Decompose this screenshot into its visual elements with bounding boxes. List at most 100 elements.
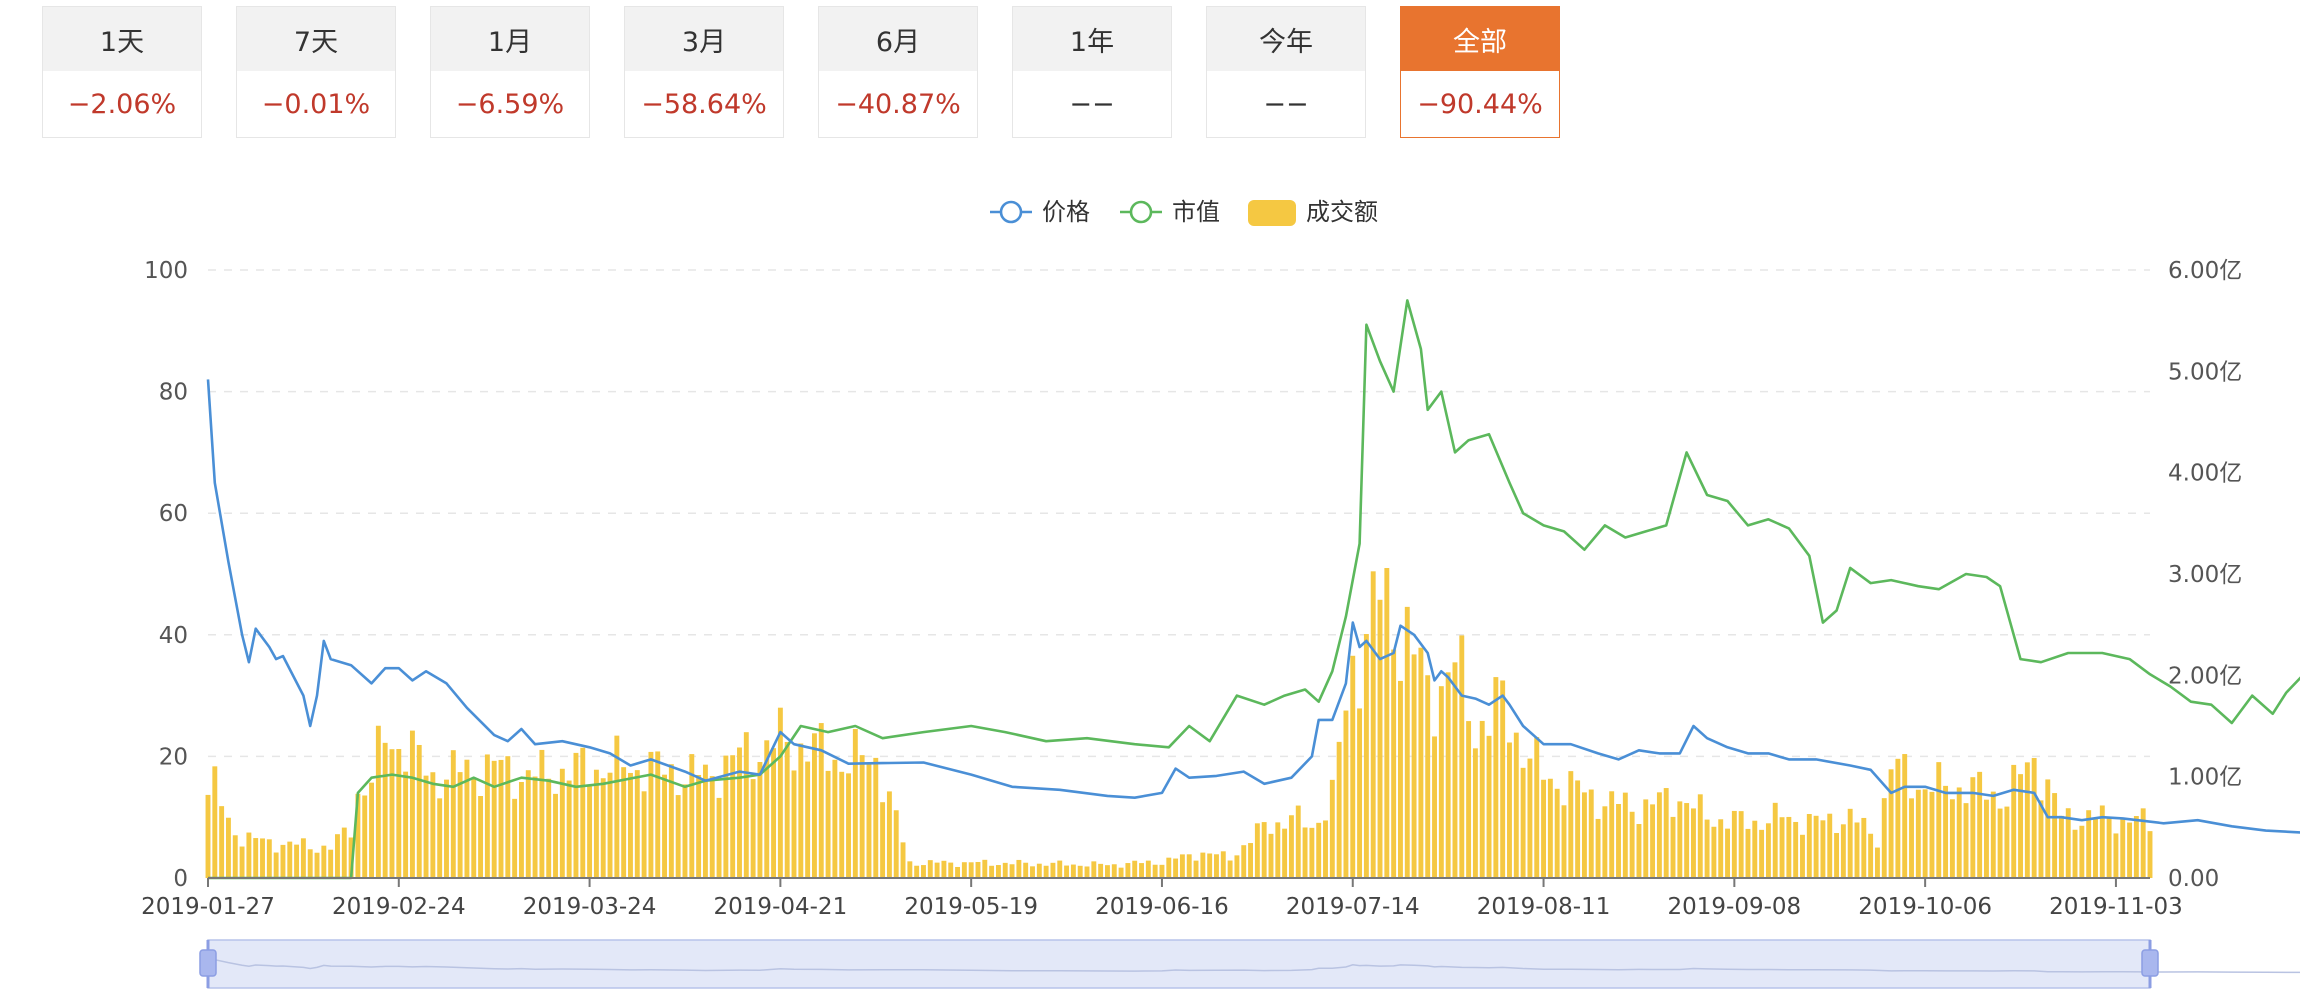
volume-bar <box>2133 816 2139 878</box>
volume-bar <box>1486 735 1492 878</box>
y-left-tick-label: 100 <box>144 258 188 284</box>
volume-bar <box>1336 741 1342 878</box>
volume-bar <box>1990 791 1996 878</box>
volume-bar <box>348 837 354 878</box>
volume-bar <box>771 748 777 878</box>
volume-bar <box>307 849 313 878</box>
tab-change-value: −40.87% <box>835 88 961 120</box>
volume-bar <box>287 841 293 878</box>
volume-bar <box>791 770 797 878</box>
volume-bar <box>1800 834 1805 878</box>
volume-bar <box>832 759 838 878</box>
volume-bar <box>1922 789 1928 878</box>
legend-circle-icon <box>999 200 1023 224</box>
y-left-tick-label: 20 <box>159 744 188 770</box>
tab-3m[interactable]: 3月 −58.64% <box>624 6 784 138</box>
y-left-tick-label: 80 <box>159 380 188 406</box>
volume-bar <box>471 777 477 878</box>
zoom-handle-grip <box>199 949 217 977</box>
volume-bar <box>396 749 402 878</box>
volume-bar <box>1016 859 1022 878</box>
volume-bar <box>1588 789 1594 878</box>
tab-all[interactable]: 全部 −90.44% <box>1400 6 1560 138</box>
volume-bar <box>1977 771 1983 878</box>
volume-bar <box>1854 822 1860 878</box>
volume-bar <box>1575 780 1581 878</box>
zoom-preview-line <box>207 955 2300 974</box>
zoom-handle[interactable] <box>2141 940 2159 988</box>
volume-bar <box>1711 826 1717 878</box>
tab-7d[interactable]: 7天 −0.01% <box>236 6 396 138</box>
volume-bar <box>1772 802 1778 878</box>
data-zoom-slider[interactable] <box>199 939 2300 989</box>
volume-bar <box>2099 805 2105 878</box>
tab-1m[interactable]: 1月 −6.59% <box>430 6 590 138</box>
volume-bar <box>1868 833 1874 878</box>
tab-label: 3月 <box>625 7 783 71</box>
series-line-price <box>206 379 2300 834</box>
volume-bar <box>1847 808 1853 878</box>
volume-bar <box>1207 853 1213 878</box>
zoom-handle[interactable] <box>199 940 217 988</box>
volume-bar <box>1547 778 1553 878</box>
volume-bar <box>716 797 722 878</box>
volume-bar <box>375 725 381 878</box>
volume-bar <box>1077 865 1083 878</box>
volume-bar <box>2052 793 2058 878</box>
volume-bar <box>1970 777 1976 878</box>
volume-bar <box>859 755 865 878</box>
volume-bar <box>464 759 470 878</box>
volume-bar <box>1002 862 1008 878</box>
volume-bar <box>260 838 265 878</box>
volume-bar <box>1064 865 1070 878</box>
y-left-tick-label: 60 <box>159 501 188 527</box>
tab-1d[interactable]: 1天 −2.06% <box>42 6 202 138</box>
tab-1y[interactable]: 1年 −− <box>1012 6 1172 138</box>
volume-bar <box>1057 860 1063 878</box>
volume-bar <box>1023 862 1029 878</box>
volume-bar <box>1895 758 1901 878</box>
volume-bar <box>2072 829 2078 878</box>
volume-bar <box>2106 816 2112 878</box>
y-right-tick-label: 4.00亿 <box>2168 461 2242 487</box>
volume-bar <box>1104 865 1110 878</box>
volume-bar <box>2120 818 2126 878</box>
volume-bar <box>1275 822 1281 878</box>
volume-bar <box>1943 785 1949 878</box>
volume-bar <box>437 798 443 878</box>
volume-bar <box>450 750 456 878</box>
volume-bar <box>1261 822 1267 878</box>
volume-bar <box>246 832 252 878</box>
volume-bar <box>1779 817 1785 878</box>
x-tick-label: 2019-05-19 <box>904 894 1038 920</box>
volume-bar <box>559 768 565 878</box>
volume-bar <box>1248 843 1254 878</box>
chart-legend: 价格 市值 成交额 <box>990 198 1378 226</box>
volume-bar <box>737 747 742 878</box>
volume-bar <box>518 781 524 878</box>
volume-bar <box>921 865 926 878</box>
volume-bar <box>784 741 790 878</box>
volume-bar <box>416 744 422 878</box>
volume-bar <box>1241 845 1247 878</box>
volume-bar <box>219 806 225 878</box>
volume-bar <box>232 835 238 878</box>
volume-bar <box>2045 779 2051 878</box>
volume-bar <box>1459 635 1465 878</box>
volume-bar <box>1561 805 1567 878</box>
volume-bar <box>1432 736 1437 878</box>
volume-bar <box>968 862 974 878</box>
volume-bar <box>846 773 851 878</box>
volume-bar <box>1363 634 1369 878</box>
volume-bar <box>1036 863 1042 878</box>
tab-6m[interactable]: 6月 −40.87% <box>818 6 978 138</box>
volume-bar <box>294 844 300 878</box>
volume-bar <box>2127 822 2133 878</box>
volume-bar <box>730 755 736 878</box>
volume-bar <box>593 769 599 878</box>
series-lines <box>206 299 2300 880</box>
volume-bar <box>1009 864 1015 878</box>
volume-bar <box>532 776 538 878</box>
tab-ytd[interactable]: 今年 −− <box>1206 6 1366 138</box>
volume-bar <box>1697 794 1703 878</box>
